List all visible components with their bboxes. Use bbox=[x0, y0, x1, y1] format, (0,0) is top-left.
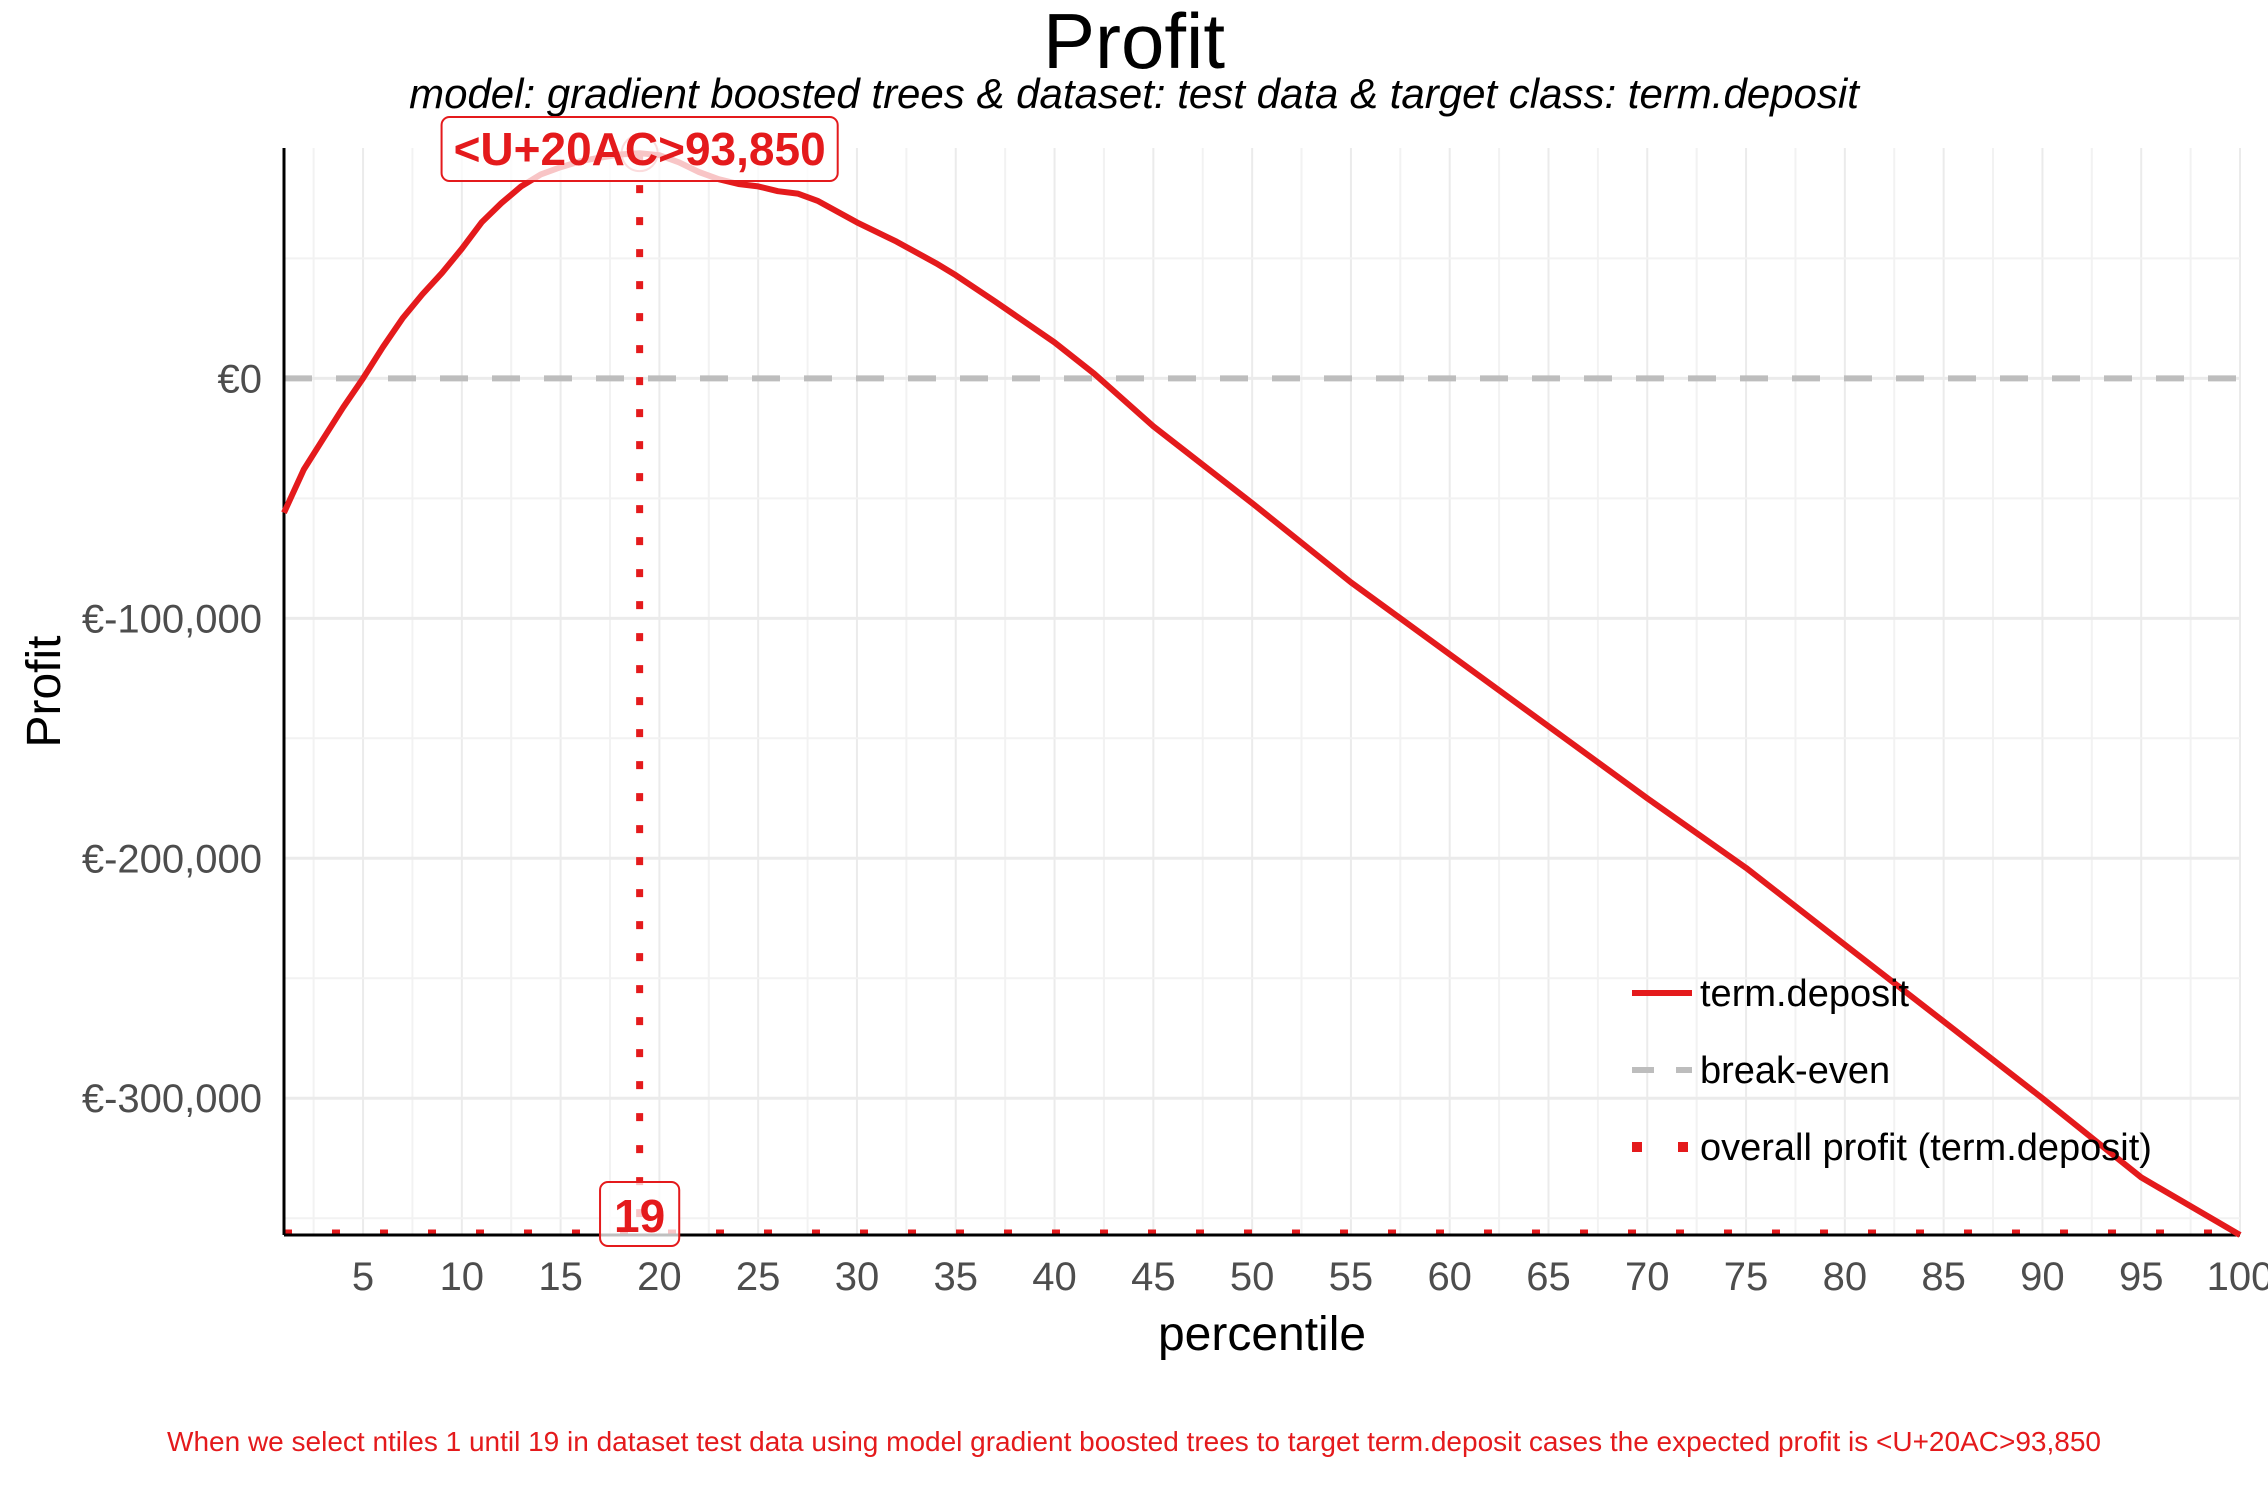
chart-caption: When we select ntiles 1 until 19 in data… bbox=[167, 1426, 2101, 1457]
ntile-box bbox=[599, 1181, 681, 1247]
chart-subtitle: model: gradient boosted trees & dataset:… bbox=[409, 70, 1859, 117]
legend-label-1: break-even bbox=[1700, 1050, 1890, 1092]
x-tick-label: 35 bbox=[934, 1255, 979, 1299]
x-tick-label: 90 bbox=[2020, 1255, 2065, 1299]
x-tick-label: 50 bbox=[1230, 1255, 1275, 1299]
legend-label-2: overall profit (term.deposit) bbox=[1700, 1127, 2152, 1169]
peak-value-label: <U+20AC>93,850 bbox=[454, 123, 826, 175]
x-tick-label: 65 bbox=[1526, 1255, 1571, 1299]
y-tick-label: €-100,000 bbox=[82, 597, 262, 641]
x-tick-label: 55 bbox=[1329, 1255, 1374, 1299]
x-tick-label: 85 bbox=[1921, 1255, 1966, 1299]
x-tick-label: 95 bbox=[2119, 1255, 2164, 1299]
x-tick-label: 40 bbox=[1032, 1255, 1077, 1299]
legend-label-0: term.deposit bbox=[1700, 973, 1910, 1015]
x-tick-label: 80 bbox=[1823, 1255, 1868, 1299]
x-tick-label: 10 bbox=[440, 1255, 485, 1299]
y-tick-label: €0 bbox=[218, 357, 263, 401]
y-axis-ticks: €0 €-100,000 €-200,000 €-300,000 bbox=[82, 357, 262, 1121]
peak-value-box bbox=[440, 116, 839, 182]
x-tick-label: 15 bbox=[538, 1255, 583, 1299]
x-tick-label: 5 bbox=[352, 1255, 374, 1299]
term-deposit-line bbox=[281, 150, 2242, 1238]
x-tick-label: 100 bbox=[2207, 1255, 2268, 1299]
x-tick-label: 30 bbox=[835, 1255, 880, 1299]
x-axis-ticks: 5 10 15 20 25 30 35 40 45 50 55 60 65 70 75 80 85 90 95 100 bbox=[352, 1255, 2268, 1299]
x-tick-label: 70 bbox=[1625, 1255, 1670, 1299]
x-axis-title: percentile bbox=[1158, 1308, 1366, 1361]
y-axis-title: Profit bbox=[18, 635, 71, 747]
x-tick-label: 75 bbox=[1724, 1255, 1769, 1299]
x-tick-label: 45 bbox=[1131, 1255, 1176, 1299]
x-tick-label: 25 bbox=[736, 1255, 781, 1299]
ntile-label: 19 bbox=[614, 1190, 665, 1242]
axes bbox=[282, 148, 2240, 1237]
x-tick-label: 60 bbox=[1427, 1255, 1472, 1299]
x-tick-label: 20 bbox=[637, 1255, 682, 1299]
legend: term.deposit break-even overall profit (te… bbox=[1632, 973, 2152, 1169]
grid-lines bbox=[284, 148, 2241, 1235]
y-tick-label: €-300,000 bbox=[82, 1077, 262, 1121]
series-layer bbox=[281, 150, 2242, 1238]
y-tick-label: €-200,000 bbox=[82, 837, 262, 881]
annotations: <U+20AC>93,850 19 bbox=[440, 116, 839, 1247]
reference-lines bbox=[284, 153, 2240, 1237]
chart-title: Profit bbox=[1042, 0, 1226, 85]
